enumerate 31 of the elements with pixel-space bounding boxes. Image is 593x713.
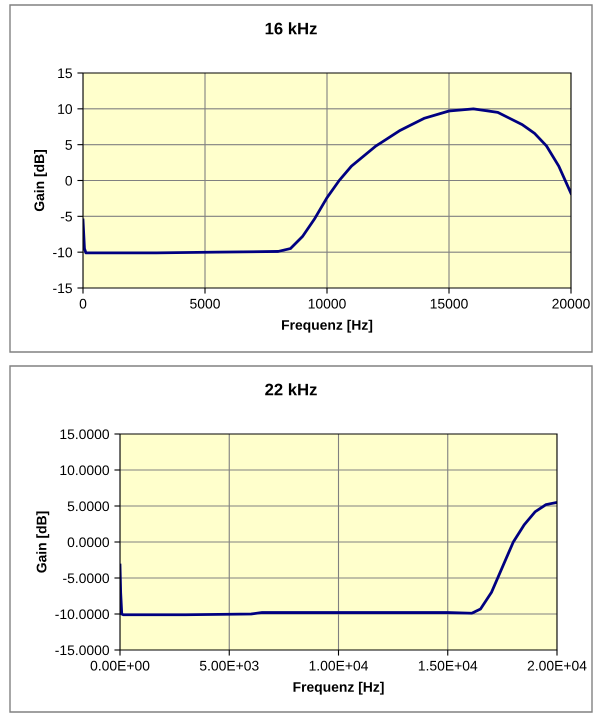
y-tick-label: 5 <box>65 140 72 150</box>
y-tick-label: 10 <box>58 104 72 114</box>
x-tick-label: 1.00E+04 <box>310 660 368 671</box>
chart-title: 22 kHz <box>265 383 317 396</box>
y-tick-label: 15 <box>58 68 72 78</box>
line-series <box>120 501 557 616</box>
x-tick-label: 15000 <box>430 298 468 309</box>
x-tick-label: 5.00E+03 <box>200 660 259 671</box>
y-tick-label: 10.0000 <box>60 465 110 476</box>
y-tick-label: 0 <box>65 176 72 186</box>
chart-title: 16 kHz <box>266 22 317 34</box>
x-tick-label: 0.00E+00 <box>90 660 150 671</box>
y-tick-label: 5.0000 <box>68 501 110 512</box>
x-axis-title: Frequenz [Hz] <box>282 320 372 333</box>
x-tick-label: 10000 <box>308 298 346 309</box>
y-tick-label: -15.0000 <box>55 645 110 656</box>
y-tick-label: -15 <box>53 283 72 294</box>
y-tick-label: 0.0000 <box>68 537 110 548</box>
x-tick-label: 2.00E+04 <box>528 660 587 671</box>
y-tick-label: -5.0000 <box>63 573 110 584</box>
line-series <box>83 107 571 254</box>
y-axis-title: Gain [dB] <box>36 512 50 573</box>
y-tick-label: -10.0000 <box>55 609 110 620</box>
y-tick-label: 15.0000 <box>60 429 110 440</box>
x-tick-label: 5000 <box>190 298 220 309</box>
x-tick-label: 20000 <box>552 298 590 309</box>
x-axis-title: Frequenz [Hz] <box>294 682 384 695</box>
x-tick-label: 1.50E+04 <box>418 660 478 671</box>
y-tick-label: -5 <box>60 212 72 222</box>
y-tick-label: -10 <box>53 248 72 258</box>
y-axis-title: Gain [dB] <box>34 150 47 212</box>
